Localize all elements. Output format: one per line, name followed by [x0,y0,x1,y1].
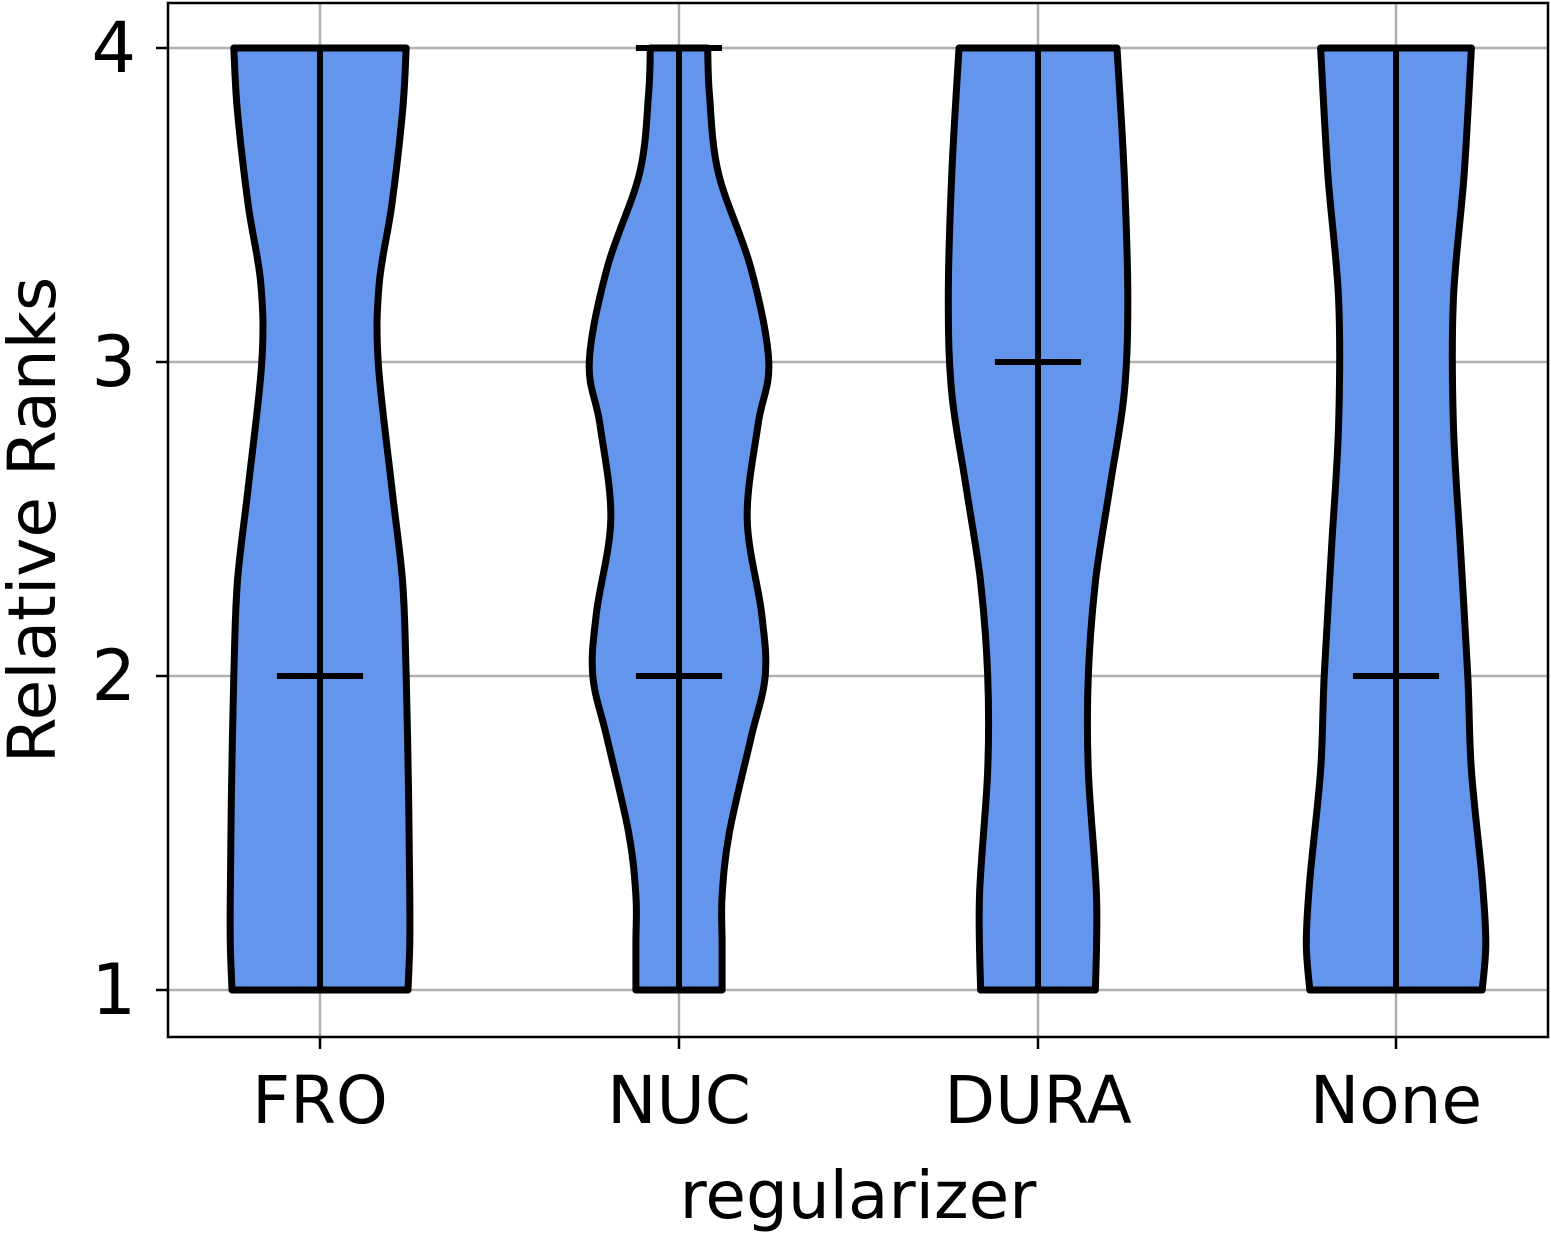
tick-layer: 1 2 3 4 FRO NUC DURA None [91,7,1482,1139]
y-tick-label: 1 [91,949,136,1031]
y-tick-label: 4 [91,7,136,89]
x-tick-label-none: None [1310,1062,1482,1139]
x-axis-title: regularizer [680,1157,1038,1234]
y-tick-label: 2 [91,635,136,717]
x-tick-label-fro: FRO [252,1062,388,1139]
violin-layer [226,44,1490,994]
y-tick-label: 3 [91,321,136,403]
y-axis-title: Relative Ranks [0,277,71,763]
plot-frame [166,1,1550,1039]
x-tick-label-dura: DURA [944,1062,1131,1139]
x-tick-label-nuc: NUC [607,1062,751,1139]
